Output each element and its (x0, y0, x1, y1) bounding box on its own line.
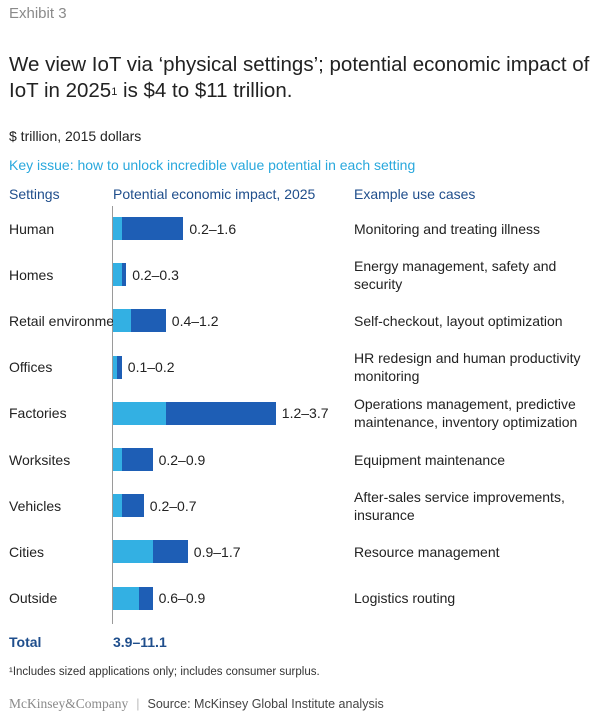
footer-separator: | (136, 697, 140, 711)
footnote: ¹Includes sized applications only; inclu… (9, 666, 320, 678)
bar-high-estimate (117, 355, 122, 379)
bar-low-estimate (113, 309, 131, 333)
title-text: We view IoT via ‘physical settings’; pot… (9, 53, 590, 102)
range-label: 1.2–3.7 (281, 405, 329, 422)
source-note: Source: McKinsey Global Institute analys… (147, 697, 384, 711)
bar-high-estimate (121, 263, 127, 287)
range-label: 0.2–0.9 (158, 451, 206, 468)
bar-low-estimate (113, 263, 122, 287)
key-issue: Key issue: how to unlock incredible valu… (9, 157, 416, 173)
use-case: After-sales service improvements, insura… (354, 488, 565, 523)
bar-high-estimate (130, 309, 166, 333)
range-label: 0.4–1.2 (171, 312, 219, 329)
use-case: Operations management, predictive mainte… (354, 396, 578, 431)
row-label: Worksites (9, 451, 71, 468)
range-label: 0.2–1.6 (189, 220, 237, 237)
range-label: 0.1–0.2 (127, 359, 175, 376)
row-label: Retail environments (9, 312, 133, 329)
chart-title: We view IoT via ‘physical settings’; pot… (9, 52, 594, 104)
unit-label: $ trillion, 2015 dollars (9, 128, 142, 144)
use-case: Equipment maintenance (354, 451, 505, 468)
title-text-end: is $4 to $11 trillion. (117, 79, 293, 102)
use-case: Resource management (354, 543, 500, 560)
use-case: Self-checkout, layout optimization (354, 312, 563, 329)
row-label: Outside (9, 590, 58, 607)
bar-high-estimate (165, 401, 276, 425)
range-label: 0.9–1.7 (193, 543, 241, 560)
bar-low-estimate (113, 448, 122, 471)
row-label: Offices (9, 359, 53, 376)
exhibit-label: Exhibit 3 (9, 5, 67, 22)
column-header-impact: Potential economic impact, 2025 (113, 186, 316, 202)
bar-low-estimate (113, 586, 140, 610)
row-label: Human (9, 220, 55, 237)
column-header-settings: Settings (9, 186, 60, 202)
column-header-use-cases: Example use cases (354, 186, 476, 202)
range-label: 0.2–0.7 (149, 497, 197, 514)
footer: McKinsey&Company | Source: McKinsey Global… (9, 696, 384, 712)
title-footnote-marker: 1 (111, 86, 118, 98)
use-case: Energy management, safety and security (354, 257, 557, 292)
use-case: Logistics routing (354, 590, 456, 607)
row-label: Vehicles (9, 497, 62, 514)
bar-high-estimate (121, 448, 153, 471)
row-label: Factories (9, 405, 67, 422)
bar-low-estimate (113, 540, 153, 564)
use-case: Monitoring and treating illness (354, 220, 540, 237)
range-label: 0.2–0.3 (132, 266, 179, 283)
chart-axis (112, 206, 113, 624)
bar-high-estimate (121, 494, 144, 518)
brand-logo: McKinsey&Company (9, 696, 129, 711)
total-label: Total (9, 634, 42, 650)
bar-low-estimate (113, 401, 166, 425)
bar-low-estimate (113, 217, 122, 240)
bar-low-estimate (113, 494, 122, 518)
row-label: Homes (9, 266, 54, 283)
total-value: 3.9–11.1 (113, 634, 167, 650)
range-label: 0.6–0.9 (158, 590, 206, 607)
bar-high-estimate (152, 540, 188, 564)
bar-high-estimate (139, 586, 153, 610)
use-case: HR redesign and human productivity monit… (354, 350, 581, 385)
bar-low-estimate (113, 355, 118, 379)
row-label: Cities (9, 543, 45, 560)
bar-high-estimate (121, 217, 184, 240)
